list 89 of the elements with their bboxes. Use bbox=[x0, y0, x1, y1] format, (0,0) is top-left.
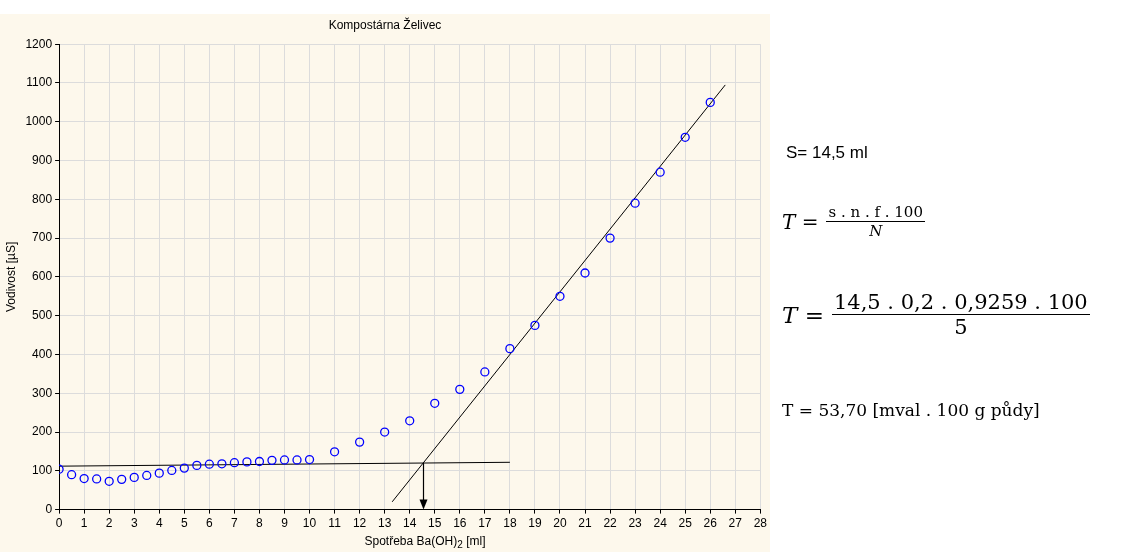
text: T = 53,70 [mval . 100 g půdy] bbox=[782, 400, 1040, 420]
point bbox=[254, 456, 265, 467]
point bbox=[129, 472, 139, 483]
point bbox=[229, 458, 240, 468]
point bbox=[530, 320, 540, 331]
text: 14,5 . 0,2 . 0,9259 . 100 bbox=[831, 290, 1090, 315]
point bbox=[304, 454, 315, 465]
text: s . n . f . 100 bbox=[826, 203, 925, 222]
x-tick-label: 26 bbox=[703, 516, 718, 531]
point bbox=[179, 463, 189, 473]
point bbox=[292, 455, 302, 465]
y-tick-label: 100 bbox=[32, 463, 53, 478]
point bbox=[104, 476, 114, 486]
x-tick-label: 7 bbox=[231, 516, 239, 531]
point bbox=[267, 455, 277, 465]
x-tick-label: 20 bbox=[553, 516, 567, 531]
point bbox=[680, 132, 690, 142]
point bbox=[354, 437, 365, 447]
x-tick-label: 1 bbox=[80, 516, 88, 531]
text: N bbox=[869, 222, 883, 240]
x-tick-label: 0 bbox=[55, 516, 63, 531]
y-tick-label: 1000 bbox=[25, 114, 53, 129]
x-tick-label: 8 bbox=[256, 516, 264, 531]
chart-title: Kompostárna Želivec bbox=[327, 18, 443, 32]
y-tick-label: 400 bbox=[32, 346, 53, 361]
y-tick-label: 1100 bbox=[26, 75, 53, 90]
x-tick-label: 19 bbox=[528, 516, 542, 531]
text: S= 14,5 ml bbox=[786, 143, 868, 163]
x-tick-label: 4 bbox=[155, 516, 163, 531]
point bbox=[217, 459, 227, 469]
y-tick-label: 800 bbox=[32, 191, 53, 206]
point bbox=[630, 198, 640, 208]
y-tick-label: 1200 bbox=[25, 36, 53, 51]
point bbox=[204, 459, 215, 469]
point bbox=[455, 384, 465, 395]
x-tick-label: 9 bbox=[281, 516, 289, 531]
y-tick-label: 200 bbox=[32, 424, 53, 439]
x-tick-label: 6 bbox=[206, 516, 214, 531]
point bbox=[79, 473, 89, 484]
point bbox=[242, 457, 252, 467]
x-tick-label: 15 bbox=[428, 516, 442, 531]
x-tick-label: 11 bbox=[328, 516, 342, 531]
point bbox=[167, 465, 177, 476]
point bbox=[66, 470, 77, 480]
x-tick-label: 23 bbox=[628, 516, 643, 531]
x-tick-label: 21 bbox=[578, 516, 593, 531]
y-tick-label: 600 bbox=[32, 269, 53, 284]
point bbox=[480, 367, 490, 377]
y-tick-label: 500 bbox=[32, 308, 53, 322]
text: T = bbox=[782, 209, 819, 234]
x-tick-label: 22 bbox=[603, 516, 618, 531]
x-tick-label: 28 bbox=[753, 516, 768, 531]
y-axis-title: Vodivost [µS] bbox=[3, 241, 18, 313]
x-tick-label: 10 bbox=[302, 516, 317, 531]
x-tick-label: 24 bbox=[653, 516, 668, 531]
point bbox=[279, 455, 290, 465]
y-tick-label: 700 bbox=[32, 230, 53, 245]
point bbox=[92, 474, 102, 484]
y-tick-label: 300 bbox=[32, 385, 53, 400]
x-tick-label: 13 bbox=[377, 516, 392, 531]
point bbox=[580, 268, 590, 278]
point bbox=[505, 344, 515, 354]
x-axis-title: Spotřeba Ba(OH)$_{2}$ [ml] bbox=[363, 534, 487, 551]
x-tick-label: 27 bbox=[728, 516, 743, 531]
point bbox=[154, 468, 164, 478]
x-tick-label: 18 bbox=[503, 516, 517, 531]
y-tick-label: 900 bbox=[32, 152, 53, 167]
point bbox=[605, 233, 615, 243]
x-tick-label: 12 bbox=[352, 516, 367, 531]
point bbox=[405, 416, 415, 426]
text: 5 bbox=[954, 315, 968, 339]
x-tick-label: 5 bbox=[180, 516, 188, 531]
x-tick-label: 16 bbox=[453, 516, 467, 531]
x-tick-label: 2 bbox=[105, 516, 113, 531]
x-tick-label: 3 bbox=[130, 516, 138, 531]
point bbox=[192, 460, 202, 471]
y-tick-label: 0 bbox=[45, 501, 53, 516]
x-tick-label: 14 bbox=[403, 516, 417, 531]
point bbox=[380, 427, 390, 437]
text: T = bbox=[782, 301, 824, 328]
point bbox=[117, 474, 127, 484]
point bbox=[655, 167, 665, 177]
point bbox=[555, 291, 565, 301]
point bbox=[705, 97, 715, 108]
x-tick-label: 25 bbox=[678, 516, 693, 531]
x-tick-label: 17 bbox=[478, 516, 492, 531]
point bbox=[329, 447, 340, 457]
point bbox=[430, 398, 440, 408]
point bbox=[142, 470, 152, 481]
